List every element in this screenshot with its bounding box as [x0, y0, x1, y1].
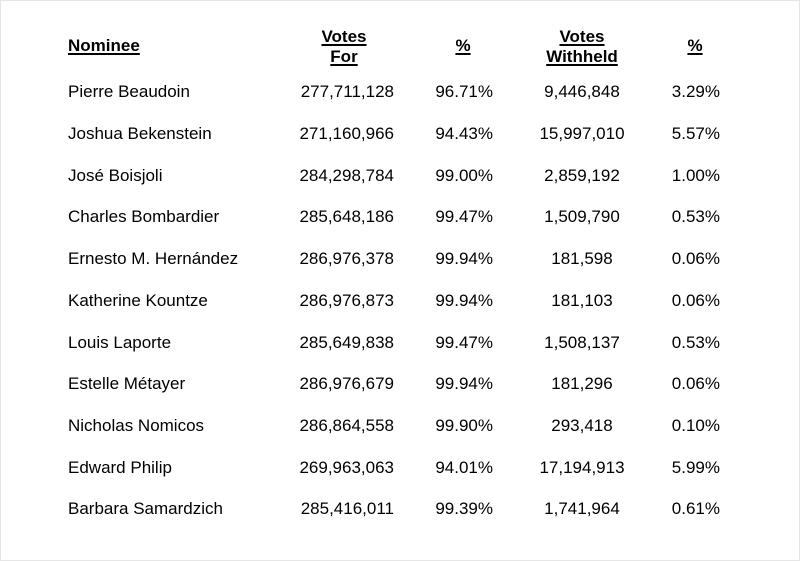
table-row: Nicholas Nomicos 286,864,558 99.90% 293,…: [0, 414, 800, 438]
votes-for-value: 285,648,186: [299, 207, 394, 226]
header-votes-withheld-line1: Votes: [559, 27, 605, 46]
nominee-name: Nicholas Nomicos: [68, 416, 205, 435]
table-row: Ernesto M. Hernández 286,976,378 99.94% …: [0, 247, 800, 271]
votes-withheld-value: 1,508,137: [544, 333, 620, 352]
nominee-name: Joshua Bekenstein: [68, 124, 212, 143]
percent-for-value: 99.47%: [435, 207, 493, 226]
nominee-name: Katherine Kountze: [68, 291, 208, 310]
header-percent-for: %: [440, 36, 486, 56]
percent-for-value: 99.94%: [435, 249, 493, 268]
table-row: Louis Laporte 285,649,838 99.47% 1,508,1…: [0, 331, 800, 355]
header-percent-withheld: %: [672, 36, 718, 56]
nominee-name: Louis Laporte: [68, 333, 172, 352]
votes-for-value: 277,711,128: [300, 82, 394, 101]
percent-for-value: 99.90%: [435, 416, 493, 435]
header-percent-withheld-label: %: [687, 36, 703, 55]
nominee-name: Edward Philip: [68, 458, 172, 477]
votes-for-value: 284,298,784: [299, 166, 394, 185]
percent-withheld-value: 1.00%: [671, 166, 720, 185]
percent-withheld-value: 0.61%: [671, 499, 720, 518]
percent-withheld-value: 0.06%: [671, 374, 720, 393]
votes-withheld-value: 1,741,964: [544, 499, 620, 518]
votes-withheld-value: 2,859,192: [544, 166, 620, 185]
header-percent-for-label: %: [455, 36, 471, 55]
header-votes-for-line1: Votes: [321, 27, 367, 46]
nominee-name: Estelle Métayer: [68, 374, 186, 393]
table-row: José Boisjoli 284,298,784 99.00% 2,859,1…: [0, 164, 800, 188]
nominee-name: Charles Bombardier: [68, 207, 220, 226]
percent-withheld-value: 0.06%: [671, 291, 720, 310]
table-row: Joshua Bekenstein 271,160,966 94.43% 15,…: [0, 122, 800, 146]
percent-for-value: 99.94%: [435, 291, 493, 310]
percent-withheld-value: 0.10%: [671, 416, 720, 435]
votes-for-value: 269,963,063: [299, 458, 394, 477]
votes-for-value: 285,416,011: [300, 499, 394, 518]
table-row: Estelle Métayer 286,976,679 99.94% 181,2…: [0, 372, 800, 396]
percent-for-value: 99.00%: [435, 166, 493, 185]
votes-withheld-value: 1,509,790: [544, 207, 620, 226]
nominee-name: José Boisjoli: [68, 166, 163, 185]
percent-withheld-value: 0.53%: [671, 207, 720, 226]
header-nominee-label: Nominee: [68, 36, 140, 55]
votes-withheld-value: 181,296: [551, 374, 613, 393]
votes-withheld-value: 181,103: [551, 291, 613, 310]
votes-withheld-value: 181,598: [551, 249, 613, 268]
nominee-name: Ernesto M. Hernández: [68, 249, 239, 268]
votes-for-value: 286,976,378: [299, 249, 394, 268]
header-votes-withheld: Votes Withheld: [522, 27, 642, 67]
percent-for-value: 99.39%: [435, 499, 493, 518]
table-row: Pierre Beaudoin 277,711,128 96.71% 9,446…: [0, 80, 800, 104]
votes-for-value: 271,160,966: [299, 124, 394, 143]
percent-withheld-value: 0.53%: [671, 333, 720, 352]
header-votes-withheld-line2: Withheld: [546, 47, 618, 66]
table-row: Barbara Samardzich 285,416,011 99.39% 1,…: [0, 497, 800, 521]
table-row: Katherine Kountze 286,976,873 99.94% 181…: [0, 289, 800, 313]
votes-withheld-value: 293,418: [551, 416, 613, 435]
percent-for-value: 94.43%: [435, 124, 493, 143]
percent-withheld-value: 5.99%: [671, 458, 720, 477]
percent-for-value: 99.47%: [435, 333, 493, 352]
votes-for-value: 286,976,679: [299, 374, 394, 393]
nominee-name: Barbara Samardzich: [68, 499, 223, 518]
votes-withheld-value: 15,997,010: [539, 124, 625, 143]
votes-for-value: 286,976,873: [299, 291, 394, 310]
percent-withheld-value: 3.29%: [671, 82, 720, 101]
votes-for-value: 285,649,838: [299, 333, 394, 352]
table-row: Charles Bombardier 285,648,186 99.47% 1,…: [0, 205, 800, 229]
header-nominee: Nominee: [68, 36, 140, 56]
nominee-name: Pierre Beaudoin: [68, 82, 190, 101]
votes-withheld-value: 9,446,848: [544, 82, 620, 101]
header-votes-for-line2: For: [330, 47, 358, 66]
percent-for-value: 94.01%: [435, 458, 493, 477]
percent-withheld-value: 0.06%: [671, 249, 720, 268]
percent-withheld-value: 5.57%: [671, 124, 720, 143]
percent-for-value: 99.94%: [435, 374, 493, 393]
votes-for-value: 286,864,558: [299, 416, 394, 435]
table-row: Edward Philip 269,963,063 94.01% 17,194,…: [0, 456, 800, 480]
header-votes-for: Votes For: [304, 27, 384, 67]
votes-withheld-value: 17,194,913: [539, 458, 625, 477]
percent-for-value: 96.71%: [435, 82, 493, 101]
